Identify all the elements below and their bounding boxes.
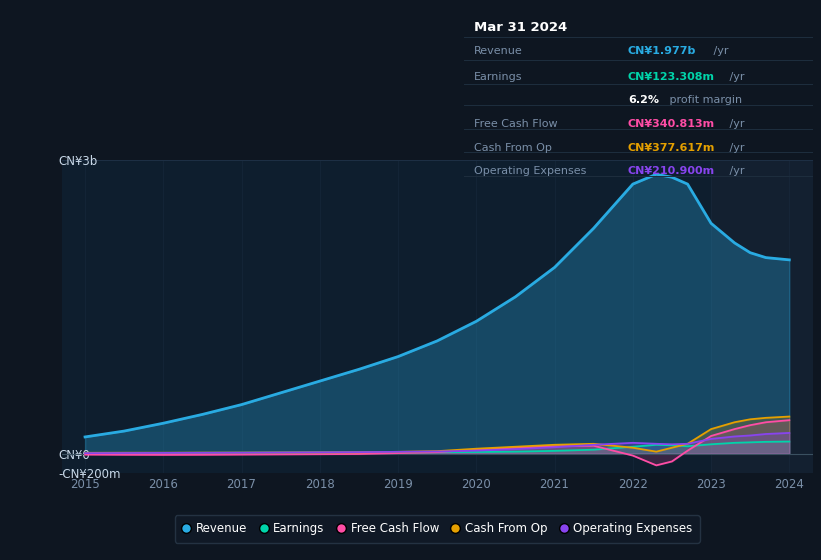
Text: /yr: /yr bbox=[726, 72, 744, 82]
Text: CN¥123.308m: CN¥123.308m bbox=[628, 72, 715, 82]
Text: /yr: /yr bbox=[710, 46, 729, 57]
Text: 6.2%: 6.2% bbox=[628, 96, 659, 105]
Text: Operating Expenses: Operating Expenses bbox=[475, 166, 587, 176]
Text: /yr: /yr bbox=[726, 142, 744, 152]
Text: /yr: /yr bbox=[726, 119, 744, 129]
Text: CN¥377.617m: CN¥377.617m bbox=[628, 142, 715, 152]
Text: CN¥340.813m: CN¥340.813m bbox=[628, 119, 715, 129]
Text: Mar 31 2024: Mar 31 2024 bbox=[475, 21, 567, 34]
Legend: Revenue, Earnings, Free Cash Flow, Cash From Op, Operating Expenses: Revenue, Earnings, Free Cash Flow, Cash … bbox=[175, 515, 699, 543]
Text: Free Cash Flow: Free Cash Flow bbox=[475, 119, 558, 129]
Text: Revenue: Revenue bbox=[475, 46, 523, 57]
Text: Cash From Op: Cash From Op bbox=[475, 142, 553, 152]
Text: profit margin: profit margin bbox=[667, 96, 742, 105]
Text: Earnings: Earnings bbox=[475, 72, 523, 82]
Text: CN¥1.977b: CN¥1.977b bbox=[628, 46, 696, 57]
Text: /yr: /yr bbox=[726, 166, 744, 176]
Bar bbox=[711, 160, 813, 473]
Text: CN¥210.900m: CN¥210.900m bbox=[628, 166, 715, 176]
